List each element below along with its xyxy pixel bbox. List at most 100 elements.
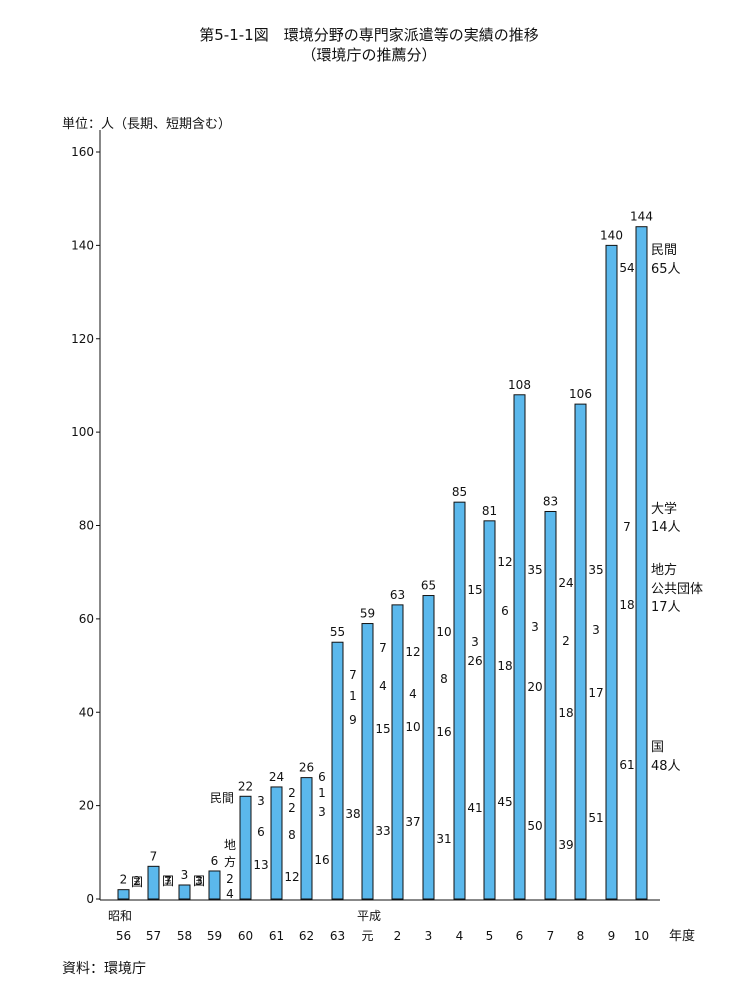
bar-total-label: 24 [269, 770, 284, 784]
segment-value-label: 45 [497, 795, 512, 809]
bar [453, 501, 466, 900]
bar-total-label: 63 [390, 588, 405, 602]
bar [391, 604, 404, 900]
bar [117, 889, 130, 900]
segment-value-label: 国 [193, 874, 205, 888]
segment-value-label: 2 [133, 874, 141, 888]
bar-total-label: 85 [452, 485, 467, 499]
segment-value-label: 51 [588, 811, 603, 825]
bar [331, 641, 344, 900]
segment-value-label: 35 [527, 563, 542, 577]
segment-value-label: 3 [592, 623, 600, 637]
y-tick-label: 100 [71, 425, 94, 439]
bar [635, 226, 648, 900]
segment-value-label: 50 [527, 819, 542, 833]
bar [178, 884, 191, 900]
bar-total-label: 2 [120, 873, 128, 887]
source-note: 資料：環境庁 [62, 961, 146, 977]
segment-value-label: 17 [588, 686, 603, 700]
segment-value-label: 10 [405, 720, 420, 734]
bar [544, 510, 557, 900]
bar-total-label: 83 [543, 494, 558, 508]
bar-total-label: 106 [569, 387, 592, 401]
segment-value-label: 地 [224, 838, 236, 852]
segment-value-label: 3 [257, 794, 265, 808]
segment-value-label: 7 [623, 520, 631, 534]
segment-value-label: 15 [375, 722, 390, 736]
bar [483, 520, 496, 900]
segment-value-label: 3 [195, 874, 203, 888]
bar [574, 403, 587, 900]
segment-value-label: 37 [405, 815, 420, 829]
x-tick-label: 6 [516, 929, 524, 943]
side-label: 大学 [651, 501, 677, 517]
y-tick-label: 80 [79, 519, 94, 533]
segment-value-label: 方 [224, 854, 236, 869]
side-label: 17人 [651, 600, 681, 615]
segment-value-label: 38 [345, 807, 360, 821]
segment-value-label: 35 [588, 563, 603, 577]
bar-total-label: 140 [600, 228, 623, 242]
segment-value-label: 10 [436, 625, 451, 639]
segment-value-label: 31 [436, 832, 451, 846]
bar [147, 865, 160, 900]
segment-value-label: 4 [226, 887, 234, 901]
x-tick-label: 3 [425, 929, 433, 943]
x-tick-label: 56 [116, 929, 131, 943]
x-tick-label: 8 [577, 929, 585, 943]
minkan-annotation: 民間 [210, 791, 234, 805]
bar [422, 595, 435, 900]
bar [513, 394, 526, 900]
x-axis-unit-label: 年度 [669, 928, 695, 944]
y-tick-label: 0 [86, 892, 94, 906]
segment-value-label: 24 [558, 576, 573, 590]
segment-value-label: 2 [226, 872, 234, 886]
segment-value-label: 18 [619, 598, 634, 612]
bar-total-label: 3 [181, 868, 189, 882]
bar [208, 870, 221, 900]
segment-value-label: 8 [288, 828, 296, 842]
bar [270, 786, 283, 900]
segment-value-label: 2 [288, 801, 296, 815]
segment-value-label: 8 [440, 672, 448, 686]
segment-value-label: 12 [284, 870, 299, 884]
segment-value-label: 3 [531, 620, 539, 634]
segment-value-label: 4 [409, 687, 417, 701]
y-tick-label: 40 [79, 705, 94, 719]
x-tick-label: 7 [547, 929, 555, 943]
x-tick-label: 62 [299, 929, 314, 943]
segment-value-label: 41 [467, 801, 482, 815]
segment-value-label: 6 [318, 770, 326, 784]
x-tick-label: 2 [394, 929, 402, 943]
chart-subtitle: （環境庁の推薦分） [301, 46, 437, 64]
bar-total-label: 81 [482, 504, 497, 518]
bar [361, 623, 374, 900]
segment-value-label: 61 [619, 758, 634, 772]
era-label-heisei: 平成 [357, 909, 381, 923]
segment-value-label: 3 [318, 805, 326, 819]
side-label: 国 [651, 740, 664, 755]
segment-value-label: 2 [562, 634, 570, 648]
segment-value-label: 18 [497, 659, 512, 673]
side-label: 地方 [651, 562, 677, 578]
segment-value-label: 9 [349, 713, 357, 727]
bar-total-label: 7 [150, 849, 158, 863]
side-label: 公共団体 [651, 582, 703, 597]
x-tick-label: 9 [608, 929, 616, 943]
bar-total-label: 6 [211, 854, 219, 868]
y-tick-label: 60 [79, 612, 94, 626]
x-tick-label: 5 [486, 929, 494, 943]
chart-title: 第5-1-1図 環境分野の専門家派遣等の実績の推移 [199, 26, 539, 44]
x-tick-label: 63 [330, 929, 345, 943]
bar-total-label: 22 [238, 779, 253, 793]
x-tick-label: 10 [634, 929, 649, 943]
side-label: 65人 [651, 262, 681, 277]
bar [300, 777, 313, 900]
segment-value-label: 16 [436, 725, 451, 739]
bar-total-label: 144 [630, 210, 653, 224]
segment-value-label: 13 [253, 858, 268, 872]
y-tick-label: 20 [79, 799, 94, 813]
unit-label: 単位：人（長期、短期含む） [62, 117, 232, 132]
segment-value-label: 国 [131, 875, 143, 889]
